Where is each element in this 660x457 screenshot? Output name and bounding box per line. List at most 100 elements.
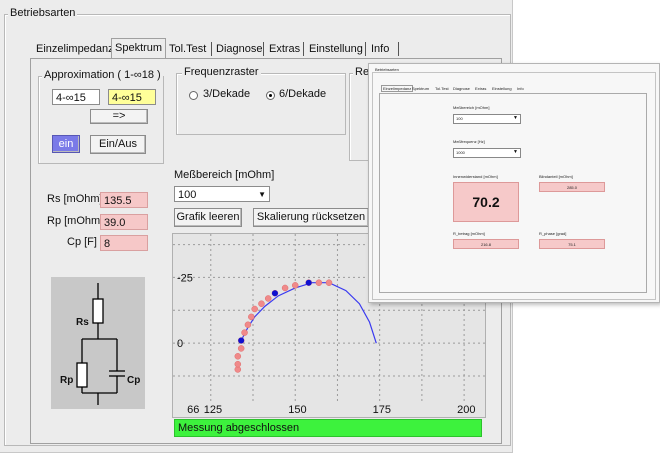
popup-messfrequenz-label: Meßfrequenz [Hz] xyxy=(453,139,485,144)
popup-betrag-box: 216.8 xyxy=(453,239,519,249)
popup-betrag-label: R_betrag [mOhm] xyxy=(453,231,485,236)
tab-einzelimpedanz[interactable]: Einzelimpedanz xyxy=(36,43,114,55)
status-bar: Messung abgeschlossen xyxy=(174,419,482,437)
fit-curve xyxy=(240,282,377,344)
popup-innen-box: 70.2 xyxy=(453,182,519,222)
chevron-down-icon[interactable]: ▼ xyxy=(258,190,266,199)
popup-tab-info[interactable]: Info xyxy=(517,86,524,91)
measured-point xyxy=(237,345,245,352)
radio-6-dekade-label[interactable]: 6/Dekade xyxy=(279,88,327,100)
radio-3-dekade-label[interactable]: 3/Dekade xyxy=(203,88,251,100)
measured-point xyxy=(291,282,299,289)
tab-separator xyxy=(398,42,399,56)
x-tick-label: 150 xyxy=(288,404,306,416)
measured-point xyxy=(241,329,248,336)
popup-window: Betriebsarten Einzelimpedanz Spektrum To… xyxy=(368,63,660,303)
popup-tab-tol-test[interactable]: Tol.Test xyxy=(435,86,449,91)
popup-messfrequenz-select[interactable]: 1000 ▼ xyxy=(453,148,521,158)
x-tick-label: 66 xyxy=(187,404,199,416)
grafik-leeren-button[interactable]: Grafik leeren xyxy=(174,208,242,227)
hidden-group-title: Re xyxy=(353,66,372,78)
popup-innen-label: Innenwiderstand [mOhm] xyxy=(453,174,498,179)
popup-messbereich-value: 100 xyxy=(456,116,463,121)
circuit-rp-label: Rp xyxy=(60,375,74,386)
popup-phase-value: 75.1 xyxy=(568,242,576,247)
tab-separator xyxy=(211,42,212,56)
popup-messbereich-select[interactable]: 100 ▼ xyxy=(453,114,521,124)
popup-tabbar: Einzelimpedanz Spektrum Tol.Test Diagnos… xyxy=(379,84,619,93)
tab-separator xyxy=(263,42,264,56)
popup-tab-extras[interactable]: Extras xyxy=(475,86,487,91)
ein-indicator: ein xyxy=(52,135,80,153)
x-tick-label: 175 xyxy=(373,404,391,416)
cp-label: Cp [F] xyxy=(67,236,97,248)
approx-apply-button[interactable]: => xyxy=(90,109,148,124)
popup-betrag-value: 216.8 xyxy=(480,242,491,247)
measured-point xyxy=(325,279,333,286)
rs-value: 135.5 xyxy=(100,192,148,208)
frequenzraster-group xyxy=(176,73,346,135)
popup-phase-label: R_phase [grad] xyxy=(539,231,567,236)
circuit-svg xyxy=(76,283,125,405)
measured-point xyxy=(234,353,242,360)
highlight-point xyxy=(238,337,245,344)
y-tick-label: 0 xyxy=(177,338,183,350)
measured-point xyxy=(281,284,289,292)
messbereich-select[interactable]: 100 ▼ xyxy=(174,186,270,202)
popup-tab-diagnose[interactable]: Diagnose xyxy=(453,86,470,91)
rs-label: Rs [mOhm] xyxy=(47,193,103,205)
popup-tab-einstellung[interactable]: Einstellung xyxy=(492,86,512,91)
x-tick-label: 125 xyxy=(204,404,222,416)
measured-point xyxy=(258,300,265,307)
popup-messfrequenz-value: 1000 xyxy=(456,150,465,155)
radio-6-dekade[interactable] xyxy=(266,91,275,100)
equivalent-circuit-diagram: Rs Rp Cp xyxy=(51,277,145,409)
popup-tab-spektrum[interactable]: Spektrum xyxy=(412,86,430,91)
measured-point xyxy=(244,321,252,329)
circuit-cp-label: Cp xyxy=(127,375,141,386)
popup-tab-content xyxy=(379,93,647,293)
chevron-down-icon[interactable]: ▼ xyxy=(513,115,518,121)
circuit-rs-label: Rs xyxy=(76,317,89,328)
approx-right-field[interactable]: 4-∞15 xyxy=(108,89,156,105)
rp-value: 39.0 xyxy=(100,214,148,230)
popup-blind-value: 285.0 xyxy=(566,185,577,190)
measured-point xyxy=(264,295,272,302)
approx-left-field[interactable]: 4-∞15 xyxy=(52,89,100,105)
tab-extras[interactable]: Extras xyxy=(269,43,301,55)
nyquist-chart-svg: 66 125 150 175 200 -25 0 xyxy=(173,234,485,416)
tab-separator xyxy=(303,42,304,56)
cp-value: 8 xyxy=(100,235,148,251)
y-tick-label: -25 xyxy=(177,272,193,284)
popup-messbereich-label: Meßbereich [mOhm] xyxy=(453,105,490,110)
skalierung-ruecksetzen-button[interactable]: Skalierung rücksetzen xyxy=(253,208,369,227)
tab-separator xyxy=(365,42,366,56)
chevron-down-icon[interactable]: ▼ xyxy=(513,149,518,155)
approximation-title: Approximation ( 1-∞18 ) xyxy=(42,69,163,81)
highlight-point xyxy=(305,279,312,286)
popup-frame xyxy=(372,72,656,300)
tab-einstellung[interactable]: Einstellung xyxy=(309,43,363,55)
radio-3-dekade[interactable] xyxy=(189,91,198,100)
measured-point xyxy=(251,305,258,313)
tab-tol-test[interactable]: Tol.Test xyxy=(169,43,207,55)
rp-label: Rp [mOhm] xyxy=(47,215,104,227)
x-tick-label: 200 xyxy=(457,404,475,416)
measured-point xyxy=(248,313,255,321)
highlight-point xyxy=(271,290,278,297)
popup-tab-einzelimpedanz[interactable]: Einzelimpedanz xyxy=(381,85,414,92)
popup-blind-box: 285.0 xyxy=(539,182,605,192)
popup-innen-value: 70.2 xyxy=(472,194,500,210)
tab-diagnose[interactable]: Diagnose xyxy=(216,43,263,55)
popup-phase-box: 75.1 xyxy=(539,239,605,249)
tab-info[interactable]: Info xyxy=(371,43,390,55)
ein-aus-button[interactable]: Ein/Aus xyxy=(90,135,146,154)
messbereich-label: Meßbereich [mOhm] xyxy=(174,169,275,181)
popup-blind-label: Blindanteil [mOhm] xyxy=(539,174,573,179)
popup-frame-title: Betriebsarten xyxy=(375,67,399,72)
tab-spektrum[interactable]: Spektrum xyxy=(111,38,167,59)
measured-point xyxy=(315,279,323,286)
frequenzraster-title: Frequenzraster xyxy=(182,66,261,78)
messbereich-value: 100 xyxy=(178,189,197,201)
measured-point xyxy=(234,360,242,368)
